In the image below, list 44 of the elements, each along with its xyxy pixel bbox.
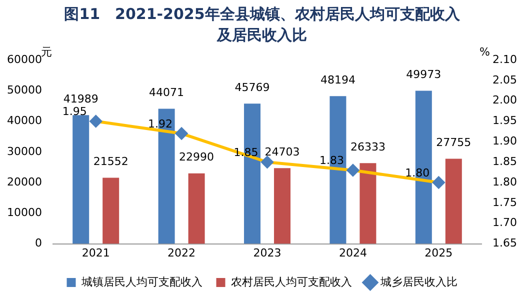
- bar: [102, 178, 120, 244]
- data-label: 24703: [264, 145, 300, 158]
- bar: [274, 168, 290, 244]
- y-tick-label: 40000: [6, 114, 42, 128]
- y2-tick-label: 1.90: [492, 134, 518, 148]
- data-label: 1.95: [62, 105, 87, 118]
- y2-tick-label: 1.95: [492, 114, 518, 128]
- y2-tick-label: 1.65: [492, 236, 518, 250]
- y2-tick-label: 1.75: [492, 196, 518, 209]
- y-tick-label: 30000: [6, 144, 42, 158]
- y-tick-label: 50000: [6, 83, 42, 96]
- y2-tick-label: 2.10: [492, 52, 518, 66]
- y-tick-label: 20000: [6, 175, 42, 188]
- legend-label: 城镇居民人均可支配收入: [80, 275, 202, 288]
- x-tick-label: 2021: [82, 246, 110, 260]
- y2-tick-label: 1.80: [492, 175, 518, 188]
- data-label: 41989: [63, 92, 98, 106]
- bar: [360, 163, 376, 244]
- y-tick-label: 0: [34, 236, 42, 250]
- chart-title: 图11 2021-2025年全县城镇、农村居民人均可支配收入及居民收入比: [63, 4, 461, 46]
- x-tick-label: 2025: [424, 246, 453, 260]
- legend-label: 城乡居民收入比: [379, 275, 458, 288]
- x-tick-label: 2024: [338, 246, 367, 260]
- y-tick-label: 10000: [6, 206, 42, 220]
- bar: [188, 173, 205, 244]
- data-label: 27755: [436, 136, 472, 150]
- y2-tick-label: 2.05: [492, 73, 518, 86]
- y2-tick-label: 2.00: [492, 94, 518, 107]
- data-label: 44071: [149, 86, 184, 100]
- data-label: 22990: [179, 150, 214, 164]
- data-label: 26333: [350, 140, 386, 154]
- y2-tick-label: 1.70: [492, 216, 518, 230]
- legend-label: 农村居民人均可支配收入: [230, 275, 352, 288]
- bar: [445, 158, 462, 244]
- data-label: 49973: [406, 68, 442, 82]
- x-tick-label: 2022: [168, 246, 196, 260]
- y2-tick-label: 1.85: [492, 154, 518, 168]
- y2-axis-title: %: [480, 45, 490, 58]
- data-label: 21552: [93, 155, 128, 168]
- y-tick-label: 60000: [6, 52, 42, 66]
- y-axis-title: 元: [40, 45, 52, 58]
- data-label: 48194: [320, 74, 356, 87]
- data-label: 45769: [234, 80, 270, 94]
- x-tick-label: 2023: [253, 246, 282, 260]
